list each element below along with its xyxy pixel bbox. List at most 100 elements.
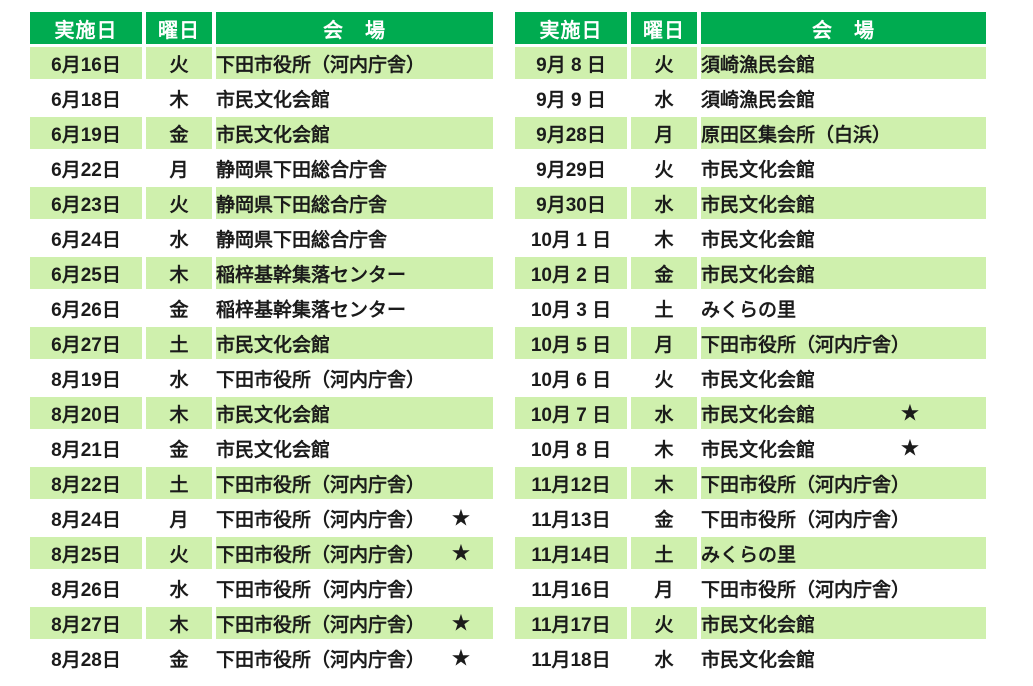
- venue-cell: 須崎漁民会館: [701, 82, 986, 114]
- schedule-row: 6月16日火下田市役所（河内庁舎）: [30, 47, 493, 79]
- venue-cell: 下田市役所（河内庁舎）: [216, 467, 493, 499]
- venue-cell: 須崎漁民会館: [701, 47, 986, 79]
- venue-cell: 市民文化会館: [701, 607, 986, 639]
- date-cell: 6月18日: [30, 82, 142, 114]
- date-cell: 9月28日: [515, 117, 627, 149]
- date-cell: 11月16日: [515, 572, 627, 604]
- star-icon: ★: [452, 647, 470, 670]
- schedule-body-left: 6月16日火下田市役所（河内庁舎） 6月18日木市民文化会館 6月19日金市民文化会…: [30, 47, 493, 674]
- date-cell: 8月24日: [30, 502, 142, 534]
- date-cell: 10月 8 日: [515, 432, 627, 464]
- schedule-row: 9月30日水市民文化会館: [515, 187, 986, 219]
- schedule-row: 6月22日月静岡県下田総合庁舎: [30, 152, 493, 184]
- venue-cell: 稲梓基幹集落センター: [216, 292, 493, 324]
- star-icon: ★: [452, 612, 470, 635]
- venue-cell: みくらの里: [701, 292, 986, 324]
- date-cell: 6月22日: [30, 152, 142, 184]
- day-cell: 火: [146, 537, 212, 569]
- venue-cell: 市民文化会館: [701, 187, 986, 219]
- schedule-row: 8月28日金下田市役所（河内庁舎） ★: [30, 642, 493, 674]
- schedule-row: 8月20日木市民文化会館: [30, 397, 493, 429]
- schedule-row: 6月23日火静岡県下田総合庁舎: [30, 187, 493, 219]
- header-row: 実施日 曜日 会 場: [515, 12, 986, 44]
- venue-cell: 市民文化会館: [216, 397, 493, 429]
- date-cell: 8月28日: [30, 642, 142, 674]
- schedule-row: 8月22日土下田市役所（河内庁舎）: [30, 467, 493, 499]
- schedule-row: 8月21日金市民文化会館: [30, 432, 493, 464]
- star-icon: ★: [901, 402, 919, 425]
- venue-cell: 静岡県下田総合庁舎: [216, 187, 493, 219]
- day-cell: 金: [146, 432, 212, 464]
- date-cell: 8月19日: [30, 362, 142, 394]
- venue-cell: 下田市役所（河内庁舎） ★: [216, 607, 493, 639]
- date-cell: 8月25日: [30, 537, 142, 569]
- date-cell: 10月 6 日: [515, 362, 627, 394]
- date-cell: 9月29日: [515, 152, 627, 184]
- venue-cell: 下田市役所（河内庁舎）: [701, 467, 986, 499]
- date-cell: 11月12日: [515, 467, 627, 499]
- date-cell: 6月23日: [30, 187, 142, 219]
- schedule-row: 10月 3 日土みくらの里: [515, 292, 986, 324]
- day-cell: 火: [146, 47, 212, 79]
- day-cell: 月: [631, 327, 697, 359]
- schedule-row: 11月16日月下田市役所（河内庁舎）: [515, 572, 986, 604]
- schedule-row: 8月19日水下田市役所（河内庁舎）: [30, 362, 493, 394]
- schedule-row: 10月 8 日木市民文化会館 ★: [515, 432, 986, 464]
- date-cell: 6月19日: [30, 117, 142, 149]
- day-cell: 木: [146, 82, 212, 114]
- day-cell: 火: [631, 607, 697, 639]
- day-cell: 水: [146, 572, 212, 604]
- day-cell: 土: [631, 537, 697, 569]
- venue-cell: 下田市役所（河内庁舎） ★: [216, 642, 493, 674]
- date-cell: 10月 3 日: [515, 292, 627, 324]
- day-cell: 木: [146, 397, 212, 429]
- venue-cell: 市民文化会館: [216, 432, 493, 464]
- schedule-row: 10月 5 日月下田市役所（河内庁舎）: [515, 327, 986, 359]
- date-cell: 8月21日: [30, 432, 142, 464]
- day-cell: 土: [146, 467, 212, 499]
- schedule-row: 8月27日木下田市役所（河内庁舎） ★: [30, 607, 493, 639]
- day-cell: 木: [631, 467, 697, 499]
- day-cell: 月: [146, 152, 212, 184]
- day-cell: 水: [146, 362, 212, 394]
- date-cell: 10月 7 日: [515, 397, 627, 429]
- day-cell: 火: [631, 152, 697, 184]
- schedule-row: 9月28日月原田区集会所（白浜）: [515, 117, 986, 149]
- header-day: 曜日: [631, 12, 697, 44]
- schedule-row: 11月13日金下田市役所（河内庁舎）: [515, 502, 986, 534]
- schedule-row: 6月26日金稲梓基幹集落センター: [30, 292, 493, 324]
- schedule-row: 10月 2 日金市民文化会館: [515, 257, 986, 289]
- venue-cell: 市民文化会館: [216, 117, 493, 149]
- date-cell: 6月25日: [30, 257, 142, 289]
- schedule-row: 9月29日火市民文化会館: [515, 152, 986, 184]
- header-venue: 会 場: [701, 12, 986, 44]
- schedule-row: 10月 7 日水市民文化会館 ★: [515, 397, 986, 429]
- venue-cell: 市民文化会館 ★: [701, 432, 986, 464]
- day-cell: 金: [146, 642, 212, 674]
- date-cell: 8月27日: [30, 607, 142, 639]
- date-cell: 8月22日: [30, 467, 142, 499]
- date-cell: 8月20日: [30, 397, 142, 429]
- schedule-row: 11月17日火市民文化会館: [515, 607, 986, 639]
- venue-cell: 市民文化会館: [701, 362, 986, 394]
- venue-cell: 稲梓基幹集落センター: [216, 257, 493, 289]
- date-cell: 9月30日: [515, 187, 627, 219]
- venue-cell: みくらの里: [701, 537, 986, 569]
- date-cell: 11月17日: [515, 607, 627, 639]
- schedule-row: 9月 8 日火須崎漁民会館: [515, 47, 986, 79]
- day-cell: 水: [631, 397, 697, 429]
- date-cell: 6月26日: [30, 292, 142, 324]
- schedule-body-right: 9月 8 日火須崎漁民会館 9月 9 日水須崎漁民会館 9月28日月原田区集会所（白…: [515, 47, 986, 674]
- venue-cell: 市民文化会館: [701, 257, 986, 289]
- day-cell: 火: [631, 47, 697, 79]
- date-cell: 10月 5 日: [515, 327, 627, 359]
- venue-cell: 下田市役所（河内庁舎）: [216, 362, 493, 394]
- day-cell: 木: [631, 432, 697, 464]
- date-cell: 11月13日: [515, 502, 627, 534]
- day-cell: 月: [631, 572, 697, 604]
- schedule-row: 11月14日土みくらの里: [515, 537, 986, 569]
- date-cell: 9月 8 日: [515, 47, 627, 79]
- schedule-row: 9月 9 日水須崎漁民会館: [515, 82, 986, 114]
- date-cell: 6月16日: [30, 47, 142, 79]
